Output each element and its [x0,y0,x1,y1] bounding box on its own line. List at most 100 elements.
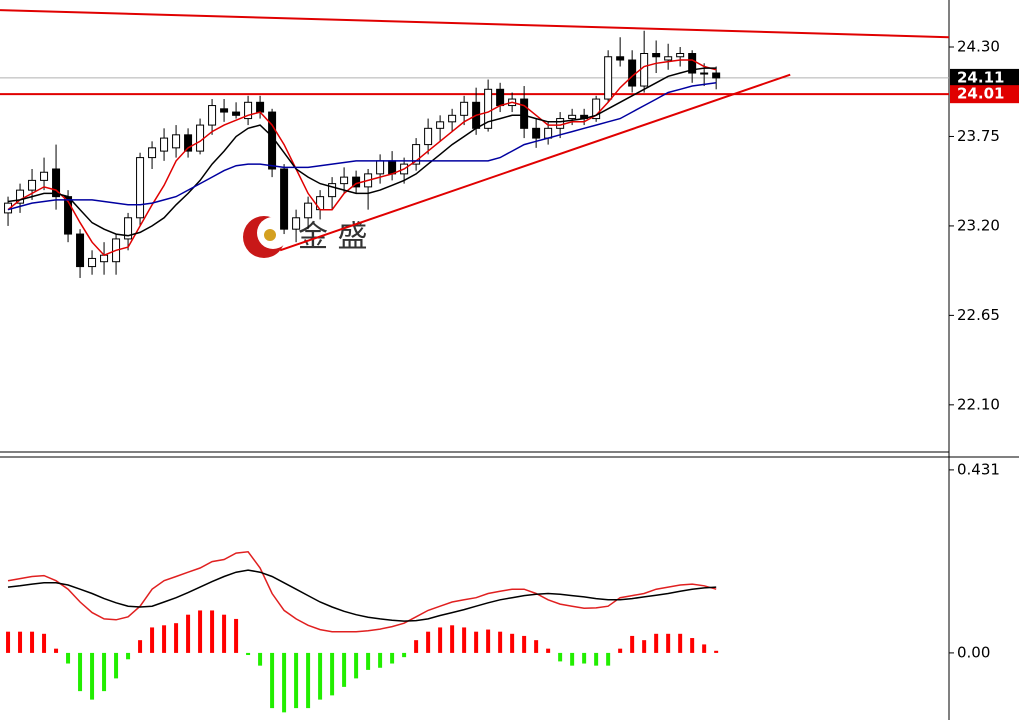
candle-body [628,59,637,87]
macd-bar [570,652,575,666]
candle-body [172,134,181,149]
macd-bar [390,652,395,664]
y-tick-label: 23.20 [957,216,1000,234]
candle-body [616,56,625,61]
candle-body [304,202,313,219]
candle-body [604,56,613,100]
candle-body [556,118,565,129]
macd-bar [198,610,203,653]
macd-bar [234,618,239,653]
macd-bar [90,652,95,700]
indicator-line [7,67,717,237]
y-tick-label: 0.00 [957,643,990,661]
macd-bar [450,625,455,653]
macd-bar [414,640,419,653]
price-label: 24.11 [957,68,1004,86]
indicator-line [7,82,717,211]
macd-bar [306,652,311,709]
candle-body [196,124,205,152]
macd-bar [534,640,539,653]
candle-body [700,72,709,75]
macd-bar [282,652,287,713]
candle-body [232,111,241,116]
macd-bar [78,652,83,692]
macd-bar [402,652,407,658]
candle-body [136,157,145,219]
candle-body [52,168,61,198]
candle-body [688,53,697,74]
macd-bar [378,652,383,668]
macd-bar [42,633,47,653]
macd-bar [714,650,719,653]
macd-bar [522,635,527,653]
macd-bar [426,631,431,653]
macd-bar [174,623,179,653]
candle-body [652,53,661,58]
candle-body [664,56,673,61]
candle-body [436,121,445,129]
price-label-box [950,68,1019,87]
macd-bar [54,648,59,653]
macd-bar [330,652,335,696]
macd-bar [150,627,155,653]
macd-bar [258,652,263,666]
candle-body [532,127,541,139]
macd-bar [546,648,551,653]
candle-body [676,53,685,58]
macd-bar [162,625,167,653]
y-tick-label: 22.10 [957,395,1000,413]
candle-body [388,160,397,175]
candle-body [244,101,253,120]
macd-bar [690,638,695,653]
indicator-line [7,59,717,257]
candle-body [412,144,421,165]
trendline [279,73,791,252]
price-label: 24.01 [957,85,1004,103]
candle-body [460,101,469,116]
macd-bar [246,652,251,656]
candle-body [496,88,505,107]
macd-bar [66,652,71,664]
trendline [0,9,950,39]
y-tick-label: 22.65 [957,306,1000,324]
candle-body [16,189,25,204]
candle-body [640,53,649,87]
candle-body [448,114,457,123]
macd-bar [438,627,443,653]
candle-body [592,98,601,120]
candle-body [184,134,193,152]
macd-bar [630,635,635,653]
candle-body [340,176,349,185]
macd-bar [510,633,515,653]
macd-bar [126,652,131,660]
candle-body [160,137,169,152]
indicator-line [7,551,717,633]
macd-bar [678,633,683,653]
macd-bar [342,652,347,687]
macd-bar [354,652,359,679]
macd-bar [606,652,611,666]
macd-bar [6,631,11,653]
macd-bar [594,652,599,666]
candle-body [28,179,37,191]
y-tick-label: 24.30 [957,38,1000,56]
macd-bar [486,629,491,653]
price-label-box [950,85,1019,104]
candle-body [316,196,325,211]
macd-bar [318,652,323,700]
macd-bar [138,640,143,653]
candle-body [544,127,553,139]
macd-bar [294,652,299,709]
candle-body [40,171,49,181]
candle-body [88,257,97,268]
candle-body [220,108,229,113]
candle-body [328,183,337,198]
candle-body [568,114,577,120]
macd-bar [114,652,119,679]
macd-bar [366,652,371,670]
macd-bar [654,633,659,653]
candle-body [376,160,385,175]
y-tick-label: 0.431 [957,460,1000,478]
